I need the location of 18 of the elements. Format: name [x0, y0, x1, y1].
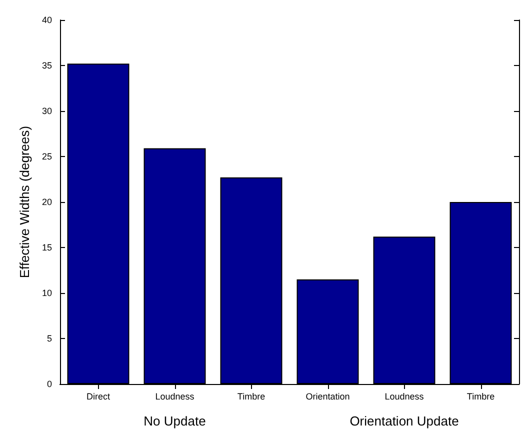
text: Orientation Update [350, 414, 459, 428]
y-tick-label: 5 [46, 334, 52, 344]
x-tick-label: Loudness [155, 392, 195, 402]
y-tick-label: 20 [42, 197, 52, 207]
x-tick-label: Loudness [384, 392, 424, 402]
x-tick-label: Direct [86, 392, 110, 402]
text: No Update [144, 414, 206, 428]
x-tick-label: Timbre [237, 392, 266, 402]
y-tick-label: 25 [42, 152, 52, 162]
x-tick-label: Timbre [466, 392, 495, 402]
y-tick-label: 35 [42, 60, 52, 70]
y-tick-label: 30 [42, 106, 52, 116]
y-axis-title: Effective Widths (degrees) [17, 126, 32, 278]
y-tick-label: 15 [42, 242, 52, 252]
x-tick-label: Orientation [306, 392, 350, 402]
y-tick-label: 10 [42, 288, 52, 298]
y-tick-label: 0 [46, 379, 52, 389]
y-tick-label: 40 [42, 15, 52, 25]
